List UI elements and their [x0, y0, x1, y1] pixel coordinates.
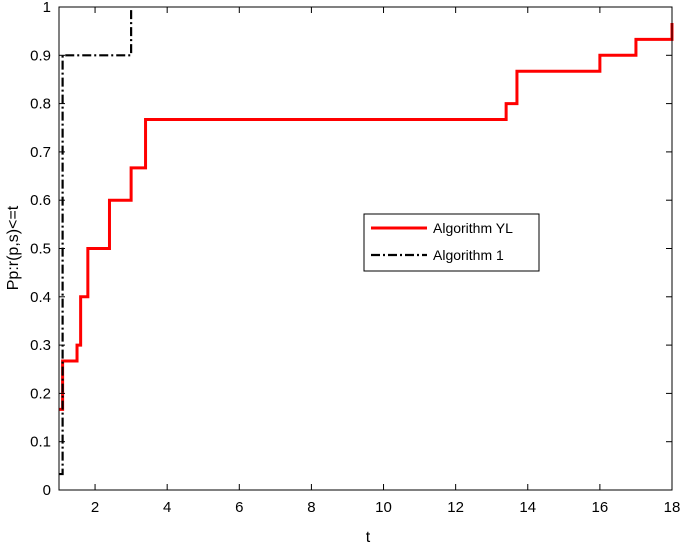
y-axis-label: Pp:r(p,s)<=t: [5, 205, 22, 290]
plot-marks: [59, 7, 674, 476]
legend: Algorithm YL Algorithm 1: [363, 213, 540, 272]
y-tick-label: 0.2: [30, 385, 51, 402]
y-tick-label: 0.9: [30, 47, 51, 64]
x-tick-label: 2: [91, 499, 99, 516]
series-line-algorithm-yl: [59, 22, 674, 411]
legend-box: [363, 213, 540, 272]
x-tick-label: 8: [307, 499, 315, 516]
y-tick-label: 0.8: [30, 96, 51, 113]
y-tick-label: 0: [43, 482, 51, 499]
y-tick-label: 0.6: [30, 192, 51, 209]
x-tick-label: 18: [664, 499, 681, 516]
x-axis-label: t: [366, 529, 371, 546]
x-tick-label: 12: [447, 499, 464, 516]
x-tick-label: 6: [235, 499, 243, 516]
y-tick-label: 0.7: [30, 144, 51, 161]
x-tick-label: 10: [375, 499, 392, 516]
y-tick-label: 0.4: [30, 289, 51, 306]
series-line-algorithm-1: [59, 7, 133, 476]
x-tick-label: 16: [592, 499, 609, 516]
y-tick-label: 0.3: [30, 337, 51, 354]
x-tick-label: 14: [519, 499, 536, 516]
axis-ticks: 2 4 6 8 10 12 14 16 18 0 0.1 0.2 0.3 0.4 0.5 0.6 0.7 0.8 0…: [30, 0, 680, 516]
legend-label-algorithm-yl: Algorithm YL: [433, 220, 513, 236]
x-tick-label: 4: [163, 499, 171, 516]
y-tick-label: 0.5: [30, 241, 51, 258]
y-tick-label: 0.1: [30, 434, 51, 451]
y-tick-label: 1: [43, 0, 51, 16]
legend-label-algorithm-1: Algorithm 1: [433, 247, 504, 263]
